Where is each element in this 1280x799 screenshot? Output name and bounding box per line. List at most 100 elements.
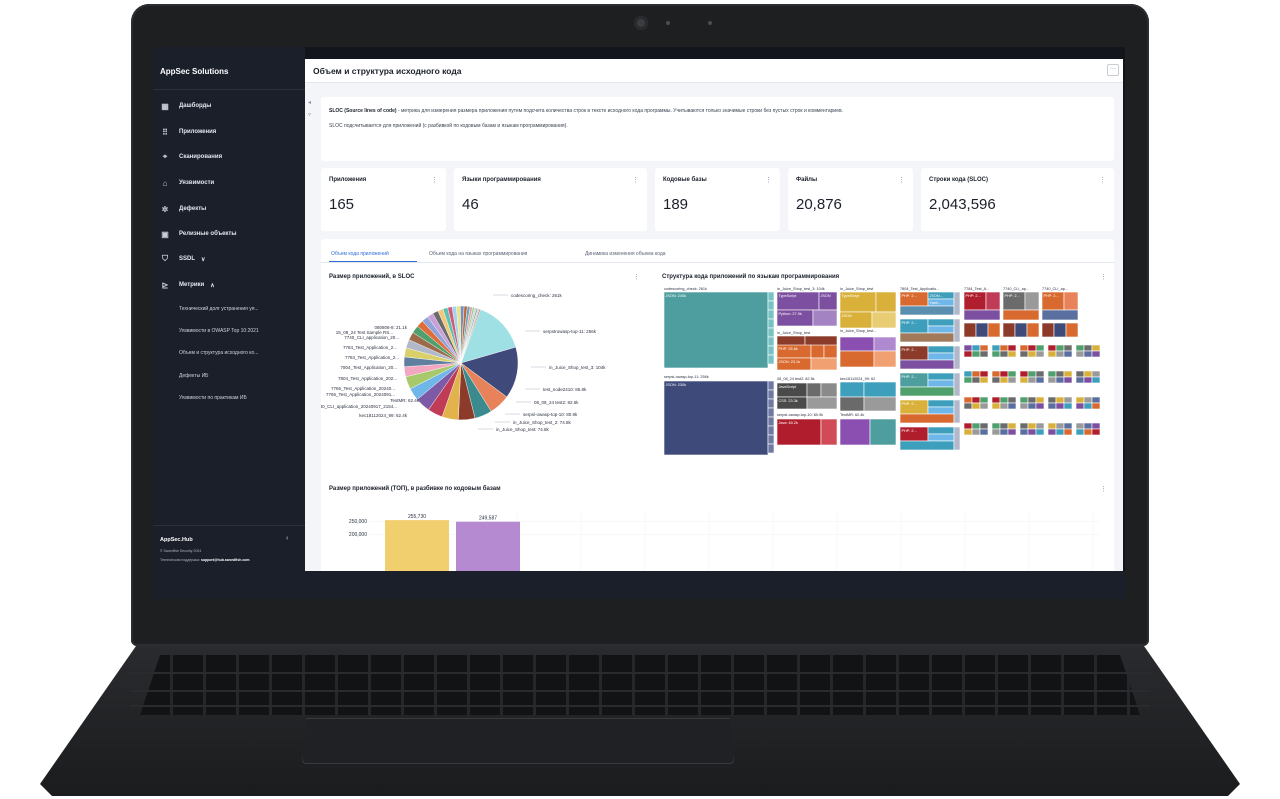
treemap-cell[interactable]: [979, 428, 989, 436]
treemap-cell[interactable]: [1055, 396, 1065, 404]
treemap-cell[interactable]: [1047, 402, 1057, 410]
sidebar-item-scans[interactable]: ⌖ Сканирования: [160, 150, 222, 164]
treemap-cell[interactable]: [1047, 428, 1057, 436]
treemap-cell[interactable]: [953, 318, 961, 343]
treemap-cell[interactable]: [806, 396, 838, 410]
bar[interactable]: [456, 521, 520, 571]
treemap-cell[interactable]: [991, 402, 1001, 410]
treemap-cell[interactable]: [927, 379, 955, 388]
treemap-cell[interactable]: [1026, 322, 1040, 338]
treemap-cell[interactable]: [963, 376, 973, 384]
treemap-cell[interactable]: JSON: 230k: [664, 380, 769, 456]
sidebar-item-defects[interactable]: ✲ Дефекты: [160, 202, 207, 216]
treemap-cell[interactable]: [1063, 350, 1073, 358]
treemap-cell[interactable]: [1041, 309, 1079, 321]
treemap-cell[interactable]: [979, 396, 989, 404]
treemap-cell[interactable]: [979, 402, 989, 410]
treemap-cell[interactable]: [963, 428, 973, 436]
treemap-cell[interactable]: [1063, 402, 1073, 410]
treemap-cell[interactable]: [1019, 402, 1029, 410]
treemap-cell[interactable]: [1083, 350, 1093, 358]
treemap-cell[interactable]: [1063, 428, 1073, 436]
treemap-cell[interactable]: [1027, 396, 1037, 404]
treemap-cell[interactable]: [991, 344, 1001, 352]
treemap-cell[interactable]: [767, 318, 775, 329]
treemap-cell[interactable]: [1083, 344, 1093, 352]
treemap-cell[interactable]: [1007, 370, 1017, 378]
treemap-cell[interactable]: [1063, 370, 1073, 378]
treemap-cell[interactable]: [1091, 402, 1101, 410]
treemap-cell[interactable]: [899, 332, 955, 343]
treemap-cell[interactable]: [963, 350, 973, 358]
treemap-cell[interactable]: [869, 418, 897, 446]
treemap-cell[interactable]: [1024, 291, 1040, 311]
treemap-cell[interactable]: [1053, 322, 1067, 338]
treemap-cell[interactable]: [953, 291, 961, 316]
treemap-cell[interactable]: [1091, 344, 1101, 352]
tab-app-code-size[interactable]: Объем кода приложений: [331, 251, 389, 257]
treemap-cell[interactable]: [979, 370, 989, 378]
treemap-cell[interactable]: Java: 60.2k: [776, 418, 822, 446]
treemap-cell[interactable]: [963, 396, 973, 404]
treemap-cell[interactable]: TypeScript: [776, 291, 820, 311]
treemap-cell[interactable]: [1055, 370, 1065, 378]
treemap-cell[interactable]: [927, 352, 955, 361]
treemap-cell[interactable]: [1083, 396, 1093, 404]
sidebar-subitem-practice-vulns[interactable]: Уязвимости по практикам ИБ: [179, 395, 247, 401]
treemap-cell[interactable]: [1047, 350, 1057, 358]
sidebar-subitem-source-size[interactable]: Объем и структура исходного ко...: [179, 350, 259, 356]
treemap-cell[interactable]: [927, 406, 955, 415]
treemap-cell[interactable]: [839, 336, 875, 352]
treemap-cell[interactable]: [1075, 422, 1085, 430]
treemap-cell[interactable]: [899, 305, 955, 316]
sidebar-subitem-tech-debt[interactable]: Технический долг устранения уя...: [179, 306, 259, 312]
treemap-cell[interactable]: [963, 370, 973, 378]
kebab-menu-icon[interactable]: ⋮: [898, 177, 905, 184]
treemap-cell[interactable]: [1027, 402, 1037, 410]
treemap-cell[interactable]: [1019, 422, 1029, 430]
pie-slice[interactable]: [460, 346, 519, 398]
collapse-left-icon[interactable]: ◂: [308, 100, 312, 106]
treemap-cell[interactable]: [863, 381, 897, 398]
treemap-cell[interactable]: [1019, 350, 1029, 358]
treemap-cell[interactable]: [999, 370, 1009, 378]
treemap-cell[interactable]: [1075, 428, 1085, 436]
treemap-cell[interactable]: [823, 344, 838, 359]
sidebar-subitem-owasp[interactable]: Уязвимости в OWASP Top 10:2021: [179, 328, 259, 334]
treemap-cell[interactable]: [971, 422, 981, 430]
treemap-cell[interactable]: [1047, 370, 1057, 378]
treemap-cell[interactable]: [1035, 396, 1045, 404]
treemap-cell[interactable]: Python: 27.9k: [776, 309, 814, 327]
treemap-cell[interactable]: [999, 350, 1009, 358]
treemap-cell[interactable]: [767, 389, 775, 400]
treemap-cell[interactable]: [1091, 396, 1101, 404]
sidebar-subitem-security-defects[interactable]: Дефекты ИБ: [179, 373, 209, 379]
treemap-cell[interactable]: [927, 345, 955, 354]
brand-name[interactable]: AppSec Solutions: [160, 67, 229, 76]
treemap-cell[interactable]: JSON: 23.1k: [776, 357, 812, 371]
treemap-cell[interactable]: [899, 413, 955, 424]
kebab-menu-icon[interactable]: ⋮: [431, 177, 438, 184]
treemap-cell[interactable]: [953, 345, 961, 370]
treemap-cell[interactable]: [1007, 396, 1017, 404]
treemap-cell[interactable]: PHP: 2...: [899, 318, 929, 334]
treemap-cell[interactable]: [1047, 422, 1057, 430]
treemap-cell[interactable]: Yaml...: [927, 298, 955, 307]
treemap-cell[interactable]: JSON: 240k: [664, 291, 769, 369]
treemap-cell[interactable]: [1002, 322, 1016, 338]
treemap-cell[interactable]: [953, 426, 961, 451]
treemap-cell[interactable]: [1091, 428, 1101, 436]
kebab-menu-icon[interactable]: ⋮: [1100, 274, 1107, 281]
treemap-cell[interactable]: [767, 336, 775, 347]
treemap-cell[interactable]: [1007, 376, 1017, 384]
treemap-cell[interactable]: [1075, 370, 1085, 378]
treemap-cell[interactable]: [1055, 344, 1065, 352]
treemap-cell[interactable]: [863, 396, 897, 412]
pie-slice[interactable]: [460, 308, 481, 364]
treemap-cell[interactable]: [1027, 344, 1037, 352]
treemap-cell[interactable]: [1007, 422, 1017, 430]
treemap-cell[interactable]: [1075, 402, 1085, 410]
treemap-cell[interactable]: PHP: 2...: [1002, 291, 1026, 311]
treemap-cell[interactable]: PHP: 2...: [1041, 291, 1065, 311]
treemap-cell[interactable]: [999, 402, 1009, 410]
